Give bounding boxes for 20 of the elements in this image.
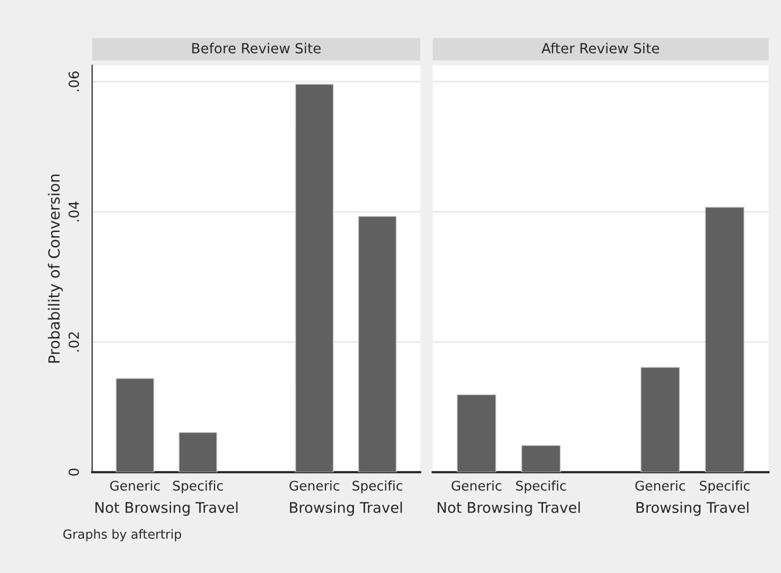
text: Not Browsing Travel: [95, 502, 238, 516]
x-tick-label: Specific: [173, 480, 223, 494]
chart-title: After Review Site: [542, 42, 660, 54]
x-tick-label: Specific: [700, 480, 750, 494]
text: Not Browsing Travel: [438, 502, 580, 516]
y-tick-label: .02: [68, 332, 80, 352]
y-tick-label: .06: [68, 71, 80, 92]
x-tick-label: Specific: [352, 480, 402, 494]
x-tick-label: Generic: [110, 480, 160, 491]
text: Browsing Travel: [290, 502, 402, 516]
y-tick-label: 0: [68, 468, 80, 476]
y-axis-title: Probability of Conversion: [48, 174, 63, 363]
x-tick-label: Generic: [452, 480, 502, 491]
chart-title: Before Review Site: [192, 42, 321, 54]
x-tick-label: Generic: [290, 480, 340, 491]
y-tick-label: .04: [68, 202, 80, 222]
text: Graphs by aftertrip: [63, 529, 182, 542]
x-tick-label: Generic: [635, 480, 685, 491]
x-tick-label: Specific: [516, 480, 566, 494]
text: Browsing Travel: [636, 502, 748, 516]
